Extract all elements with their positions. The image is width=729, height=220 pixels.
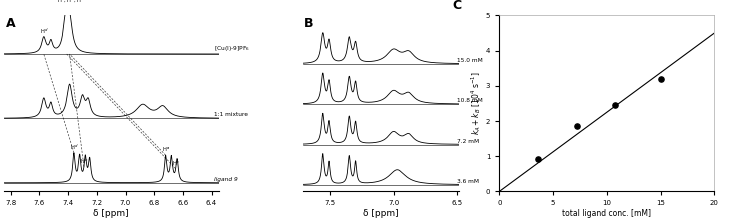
Text: 7.2 mM: 7.2 mM bbox=[457, 139, 479, 144]
X-axis label: total ligand conc. [mM]: total ligand conc. [mM] bbox=[562, 209, 652, 218]
Text: 15.0 mM: 15.0 mM bbox=[457, 58, 483, 63]
Y-axis label: $k_A+k_B$ [$10^4$ s$^{-1}$]: $k_A+k_B$ [$10^4$ s$^{-1}$] bbox=[469, 72, 483, 135]
Point bbox=[609, 103, 621, 107]
Text: H$^a$, H$^b$, H$^c$: H$^a$, H$^b$, H$^c$ bbox=[58, 0, 85, 4]
X-axis label: δ [ppm]: δ [ppm] bbox=[363, 209, 399, 218]
Text: [Cu(I)-9]PF$_6$: [Cu(I)-9]PF$_6$ bbox=[214, 44, 250, 53]
Text: ligand 9: ligand 9 bbox=[214, 177, 238, 182]
Text: H$^d$: H$^d$ bbox=[70, 142, 78, 152]
Text: 1:1 mixture: 1:1 mixture bbox=[214, 112, 249, 117]
Text: H$^c$: H$^c$ bbox=[172, 160, 179, 168]
Text: C: C bbox=[452, 0, 461, 12]
Text: H$^a$: H$^a$ bbox=[162, 146, 170, 154]
Text: H$^b$: H$^b$ bbox=[80, 156, 88, 165]
Text: B: B bbox=[304, 17, 313, 30]
Text: 3.6 mM: 3.6 mM bbox=[457, 179, 479, 184]
X-axis label: δ [ppm]: δ [ppm] bbox=[93, 209, 129, 218]
Point bbox=[655, 77, 666, 81]
Text: 10.8 mM: 10.8 mM bbox=[457, 98, 483, 103]
Text: A: A bbox=[6, 17, 15, 30]
Point bbox=[571, 125, 582, 128]
Point bbox=[532, 157, 544, 161]
Text: H$^d$: H$^d$ bbox=[39, 26, 48, 36]
